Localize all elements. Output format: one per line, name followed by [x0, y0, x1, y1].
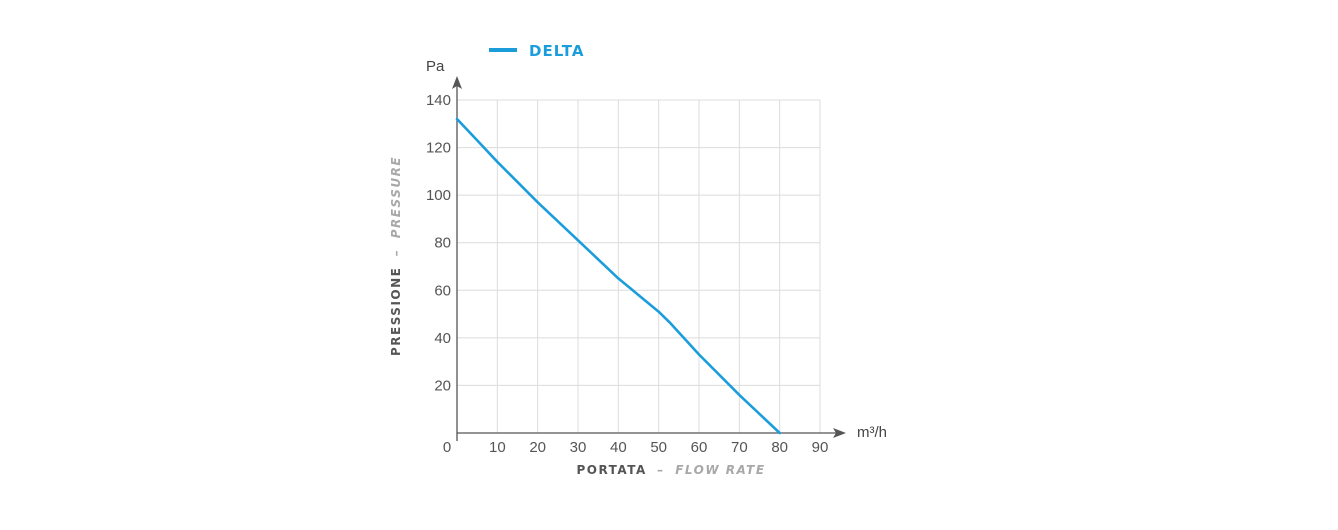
x-tick-label: 30 [570, 439, 587, 456]
y-tick-label: 20 [434, 377, 451, 394]
x-axis-title-main: PORTATA [576, 463, 646, 477]
y-tick-label: 100 [426, 187, 451, 204]
y-axis-title-main: PRESSIONE [389, 267, 403, 356]
y-axis-title-separator: – [389, 249, 403, 257]
x-tick-label: 20 [529, 439, 546, 456]
x-tick-label: 60 [691, 439, 708, 456]
series-line-delta [455, 117, 781, 435]
y-axis-unit: Pa [426, 58, 445, 75]
axes [452, 76, 846, 441]
x-tick-label: 0 [443, 439, 451, 456]
y-axis-title-sub: PRESSURE [389, 156, 403, 238]
x-tick-label: 70 [731, 439, 748, 456]
x-tick-label: 90 [812, 439, 829, 456]
y-tick-label: 120 [426, 140, 451, 157]
x-axis-title: PORTATA – FLOW RATE [576, 461, 765, 478]
y-tick-label: 80 [434, 235, 451, 252]
y-tick-label: 140 [426, 92, 451, 109]
x-tick-label: 80 [771, 439, 788, 456]
legend: DELTA [489, 42, 584, 60]
x-axis-title-separator: – [657, 463, 665, 477]
x-axis-title-sub: FLOW RATE [675, 463, 765, 477]
x-tick-label: 10 [489, 439, 506, 456]
x-tick-label: 40 [610, 439, 627, 456]
tick-labels: 0 10 20 30 40 50 60 70 80 90 20 40 60 80 100 120 140 [426, 92, 828, 456]
grid [457, 99, 821, 433]
series-layer [455, 117, 781, 435]
y-axis-arrow [452, 76, 462, 89]
x-tick-label: 50 [650, 439, 667, 456]
legend-label: DELTA [529, 42, 584, 60]
x-axis-unit: m³/h [857, 424, 887, 441]
y-tick-label: 60 [434, 282, 451, 299]
y-axis-title: PRESSIONE – PRESSURE [387, 156, 404, 356]
y-tick-label: 40 [434, 330, 451, 347]
x-axis-arrow [833, 428, 846, 438]
